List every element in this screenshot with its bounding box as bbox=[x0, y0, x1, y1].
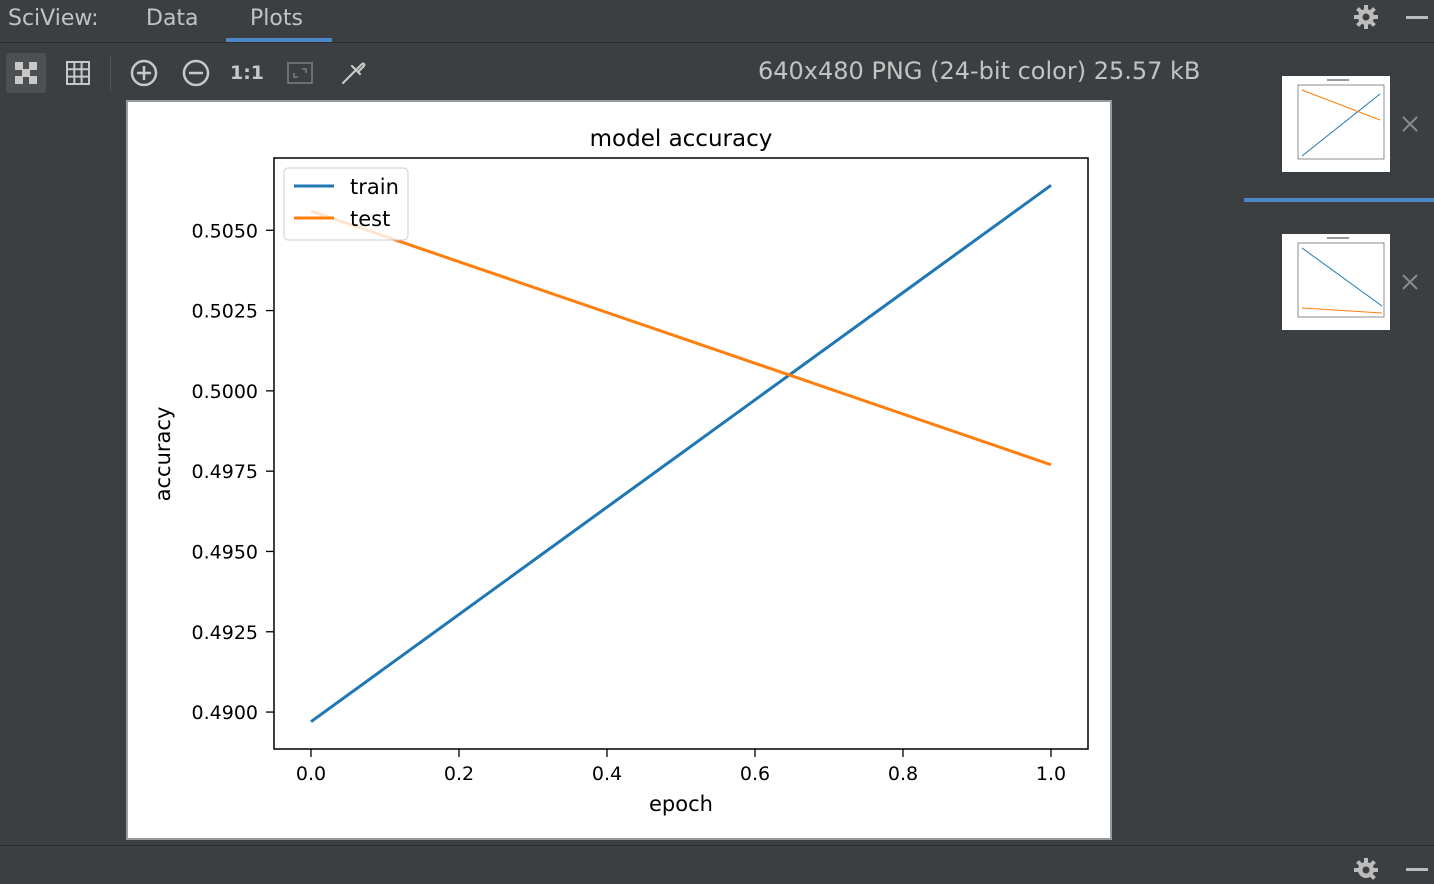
grid-icon[interactable] bbox=[58, 53, 98, 93]
x-tick-label: 0.4 bbox=[592, 763, 622, 785]
x-tick-label: 0.8 bbox=[888, 763, 918, 785]
bottom-minimize-icon[interactable] bbox=[1404, 856, 1430, 882]
x-tick-label: 0.6 bbox=[740, 763, 770, 785]
y-tick-label: 0.5000 bbox=[192, 381, 258, 403]
y-tick-label: 0.4950 bbox=[192, 541, 258, 563]
toolbar-separator bbox=[110, 55, 111, 91]
image-toolbar: 1:1 640x480 PNG (24-bit color) 25.57 kB bbox=[0, 43, 1434, 99]
sciview-header: SciView: Data Plots bbox=[0, 0, 1434, 43]
zoom-out-icon[interactable] bbox=[176, 53, 216, 93]
series-line-test bbox=[310, 209, 1052, 467]
plot-thumbnail-2[interactable] bbox=[1282, 234, 1390, 330]
legend-label-train: train bbox=[350, 175, 399, 199]
series-line-train bbox=[310, 184, 1052, 723]
y-axis-label: accuracy bbox=[151, 407, 175, 502]
x-tick-label: 0.2 bbox=[444, 763, 474, 785]
close-thumbnail-2-icon[interactable] bbox=[1400, 272, 1420, 292]
tab-plots[interactable]: Plots bbox=[250, 6, 303, 31]
image-info: 640x480 PNG (24-bit color) 25.57 kB bbox=[758, 57, 1201, 85]
tab-data[interactable]: Data bbox=[146, 6, 199, 31]
legend-label-test: test bbox=[350, 207, 390, 231]
x-tick-label: 0.0 bbox=[296, 763, 326, 785]
x-axis-label: epoch bbox=[649, 792, 713, 816]
active-tab-indicator bbox=[226, 38, 332, 42]
selected-thumbnail-indicator bbox=[1244, 198, 1434, 202]
plot-thumbnail-1[interactable] bbox=[1282, 76, 1390, 172]
eyedropper-icon[interactable] bbox=[333, 53, 373, 93]
y-tick-label: 0.5050 bbox=[192, 220, 258, 242]
y-tick-label: 0.5025 bbox=[192, 301, 258, 323]
y-tick-label: 0.4900 bbox=[192, 702, 258, 724]
actual-size-icon[interactable]: 1:1 bbox=[229, 62, 265, 84]
legend: train test bbox=[283, 167, 409, 241]
fit-zoom-icon[interactable] bbox=[280, 53, 320, 93]
bottom-settings-gear-icon[interactable] bbox=[1352, 856, 1380, 884]
close-thumbnail-1-icon[interactable] bbox=[1400, 114, 1420, 134]
plot-image: model accuracy epoch accuracy 0.0 0.2 0.4 0… bbox=[126, 100, 1112, 840]
chart-title: model accuracy bbox=[590, 126, 773, 152]
app-label: SciView: bbox=[8, 6, 99, 31]
y-tick-label: 0.4975 bbox=[192, 461, 258, 483]
x-tick-label: 1.0 bbox=[1036, 763, 1066, 785]
fit-to-window-icon[interactable] bbox=[6, 53, 46, 93]
zoom-in-icon[interactable] bbox=[124, 53, 164, 93]
bottom-tool-bar bbox=[0, 845, 1434, 882]
minimize-icon[interactable] bbox=[1404, 4, 1430, 30]
accuracy-chart: model accuracy epoch accuracy 0.0 0.2 0.4 0… bbox=[151, 126, 1089, 816]
y-tick-label: 0.4925 bbox=[192, 622, 258, 644]
settings-gear-icon[interactable] bbox=[1352, 3, 1380, 31]
